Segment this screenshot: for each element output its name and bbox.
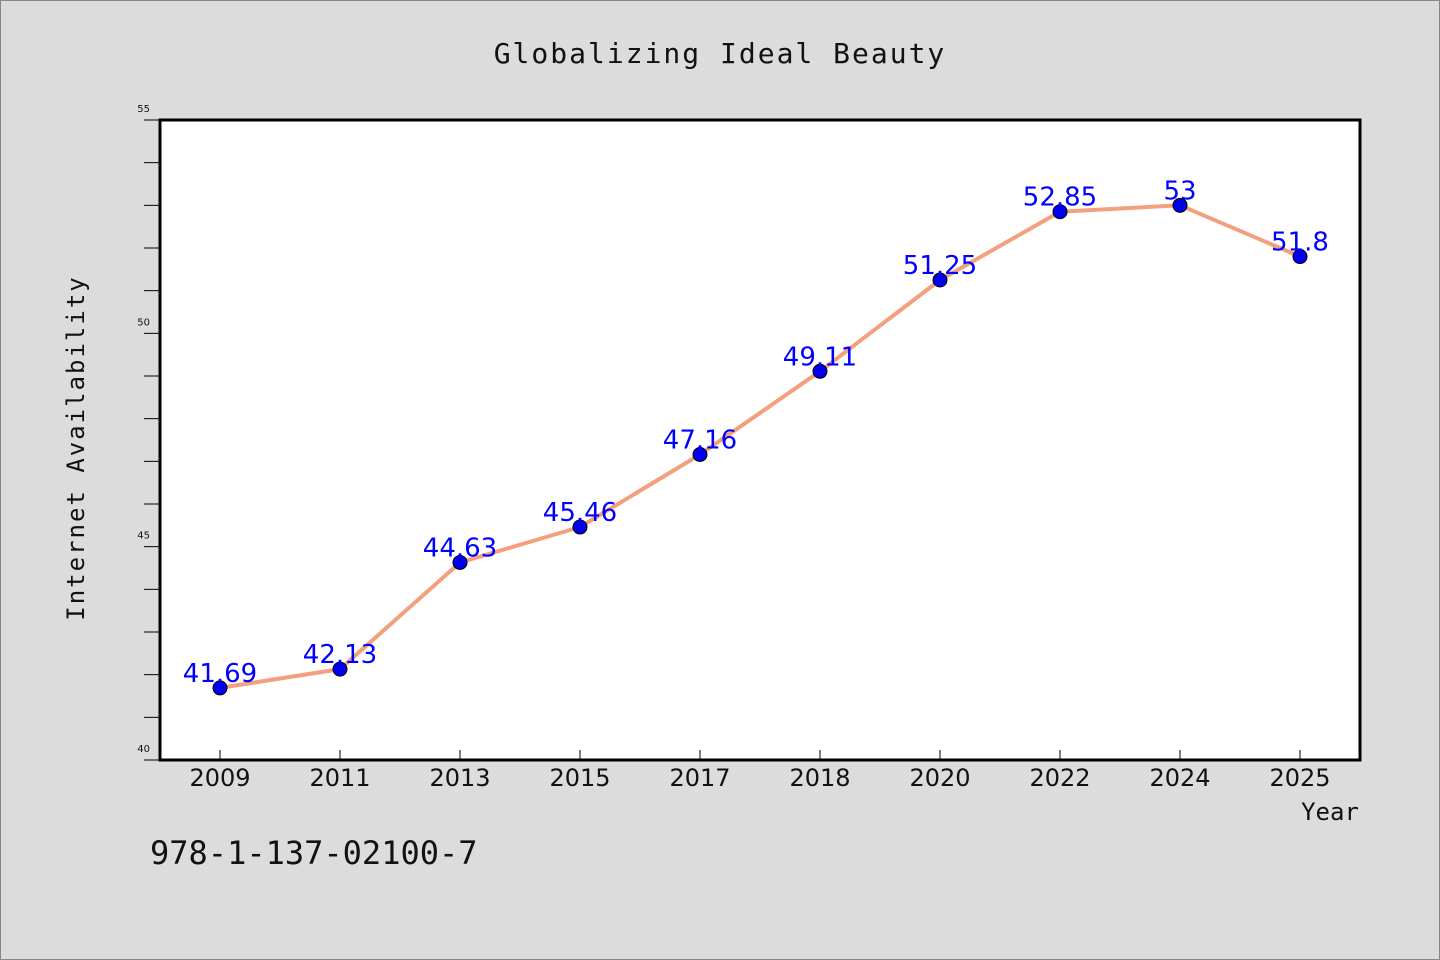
x-tick-label: 2018 bbox=[789, 764, 850, 792]
data-value-label: 51.8 bbox=[1271, 228, 1329, 258]
series-line bbox=[218, 203, 1302, 690]
data-value-label: 45.46 bbox=[543, 498, 617, 528]
x-axis-label: Year bbox=[1301, 798, 1359, 826]
data-point bbox=[1292, 249, 1308, 265]
plot-frame bbox=[158, 118, 1362, 762]
x-tick-label: 2017 bbox=[669, 764, 730, 792]
x-tick-label: 2011 bbox=[309, 764, 370, 792]
data-point bbox=[212, 680, 228, 696]
data-value-label: 53 bbox=[1163, 176, 1196, 206]
data-value-label: 41.69 bbox=[183, 659, 257, 689]
data-point bbox=[452, 554, 468, 570]
data-markers bbox=[212, 197, 1308, 696]
x-tick-label: 2013 bbox=[429, 764, 490, 792]
x-axis-ticks: 2009 2011 2013 2015 2017 2018 2020 2022 2024 2025 bbox=[189, 750, 1331, 792]
data-value-label: 47.16 bbox=[663, 426, 737, 456]
chart-title: Globalizing Ideal Beauty bbox=[494, 37, 947, 70]
y-tick-label: 55 bbox=[137, 104, 150, 115]
x-tick-label: 2022 bbox=[1029, 764, 1090, 792]
x-tick-label: 2024 bbox=[1149, 764, 1210, 792]
data-value-label: 44.63 bbox=[423, 533, 497, 563]
y-axis-ticks: 40 45 50 55 bbox=[137, 104, 160, 761]
y-tick-label: 45 bbox=[137, 531, 150, 542]
data-point bbox=[332, 661, 348, 677]
data-point bbox=[1052, 204, 1068, 220]
x-tick-label: 2025 bbox=[1269, 764, 1330, 792]
x-tick-label: 2020 bbox=[909, 764, 970, 792]
data-point bbox=[1172, 197, 1188, 213]
data-value-label: 49.11 bbox=[783, 342, 857, 372]
y-tick-label: 40 bbox=[137, 744, 150, 755]
data-point bbox=[812, 363, 828, 379]
isbn-text: 978-1-137-02100-7 bbox=[150, 834, 478, 872]
x-tick-label: 2015 bbox=[549, 764, 610, 792]
data-value-label: 51.25 bbox=[903, 251, 977, 281]
data-value-label: 42.13 bbox=[303, 640, 377, 670]
y-tick-label: 50 bbox=[137, 317, 150, 328]
y-minor-ticks bbox=[144, 162, 160, 718]
data-point bbox=[692, 447, 708, 463]
x-tick-label: 2009 bbox=[189, 764, 250, 792]
data-point bbox=[932, 272, 948, 288]
data-value-label: 52.85 bbox=[1023, 183, 1097, 213]
data-value-labels: 41.69 42.13 44.63 45.46 47.16 49.11 51.25 52.85… bbox=[183, 176, 1329, 689]
y-axis-label: Internet Availability bbox=[62, 275, 90, 620]
data-point bbox=[572, 519, 588, 535]
